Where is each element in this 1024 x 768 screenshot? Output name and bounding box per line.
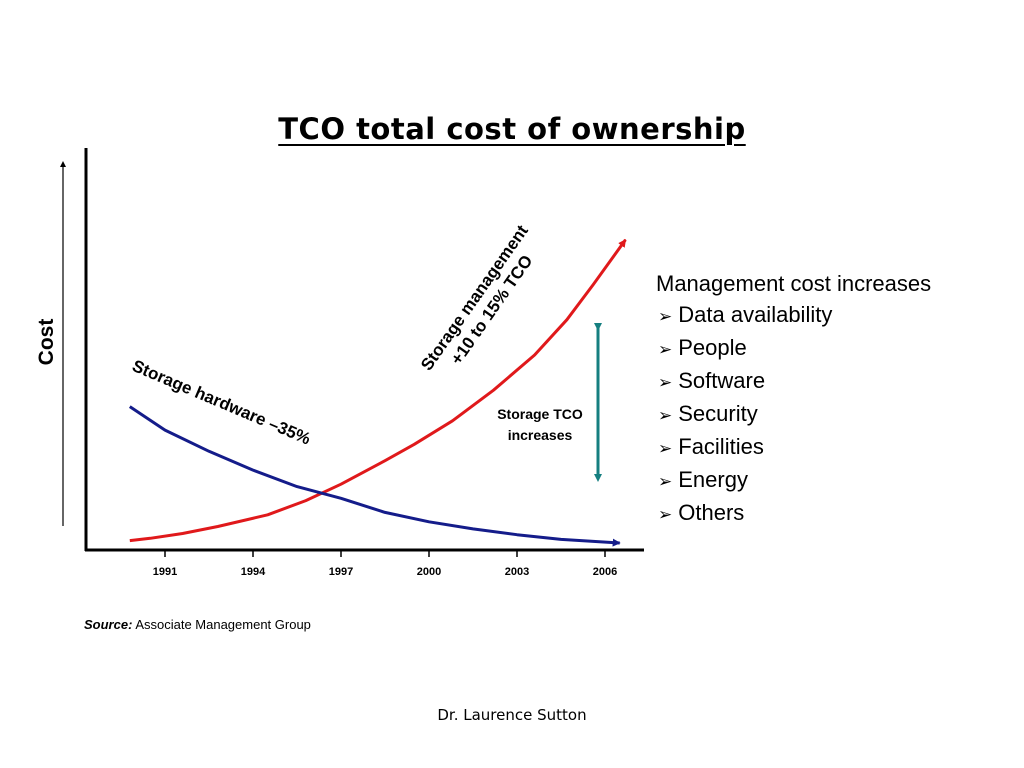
slide-title: TCO total cost of ownership	[278, 112, 746, 146]
x-tick-label: 2006	[593, 566, 617, 578]
bullet-arrow-icon: ➢	[658, 505, 673, 524]
bullet-arrow-icon: ➢	[658, 472, 673, 491]
list-item-label: Others	[678, 500, 745, 525]
list-item: ➢ Data availability	[656, 299, 931, 332]
bullet-arrow-icon: ➢	[658, 373, 673, 392]
series-group	[128, 238, 627, 547]
hardware-label: Storage hardware –35%	[129, 356, 313, 448]
list-item: ➢ Software	[656, 365, 931, 398]
source-note: Source: Associate Management Group	[84, 617, 311, 632]
bullet-arrow-icon: ➢	[658, 406, 673, 425]
list-item-label: Energy	[678, 467, 748, 492]
list-item-label: Software	[678, 368, 766, 393]
list-item: ➢ Security	[656, 398, 931, 431]
cost-drivers-heading: Management cost increases	[656, 271, 932, 296]
y-axis-label: Cost	[35, 319, 58, 366]
list-item-label: Facilities	[678, 434, 764, 459]
cost-drivers-items: ➢ Data availability ➢ People ➢ Software ➢ Secur…	[656, 299, 931, 530]
x-tick-label: 1991	[153, 566, 177, 578]
list-item-label: Data availability	[678, 302, 833, 327]
bullet-arrow-icon: ➢	[658, 340, 673, 359]
tco-label-line2: increases	[508, 427, 573, 443]
x-axis-ticks: 1991 1994 1997 2000 2003 2006	[153, 550, 617, 578]
list-item: ➢ Facilities	[656, 431, 931, 464]
tco-label-line1: Storage TCO	[497, 406, 583, 422]
x-tick-label: 1997	[329, 566, 353, 578]
list-item-label: Security	[678, 401, 758, 426]
footer-author: Dr. Laurence Sutton	[437, 706, 587, 724]
bullet-arrow-icon: ➢	[658, 439, 673, 458]
source-label: Source:	[84, 617, 133, 632]
source-text: Associate Management Group	[135, 617, 311, 632]
x-tick-label: 2003	[505, 566, 529, 578]
x-tick-label: 2000	[417, 566, 441, 578]
management-label-line1: Storage management	[417, 221, 532, 374]
x-tick-label: 1994	[241, 566, 266, 578]
list-item: ➢ People	[656, 332, 931, 365]
bullet-arrow-icon: ➢	[658, 307, 673, 326]
list-item: ➢ Energy	[656, 464, 931, 497]
cost-drivers-list: Management cost increases ➢ Data availabi…	[656, 268, 931, 530]
list-item: ➢ Others	[656, 497, 931, 530]
management-cost-line	[129, 238, 627, 543]
hardware-cost-line	[128, 405, 621, 547]
management-label: Storage management +10 to 15% TCO	[417, 221, 536, 374]
list-item-label: People	[678, 335, 747, 360]
